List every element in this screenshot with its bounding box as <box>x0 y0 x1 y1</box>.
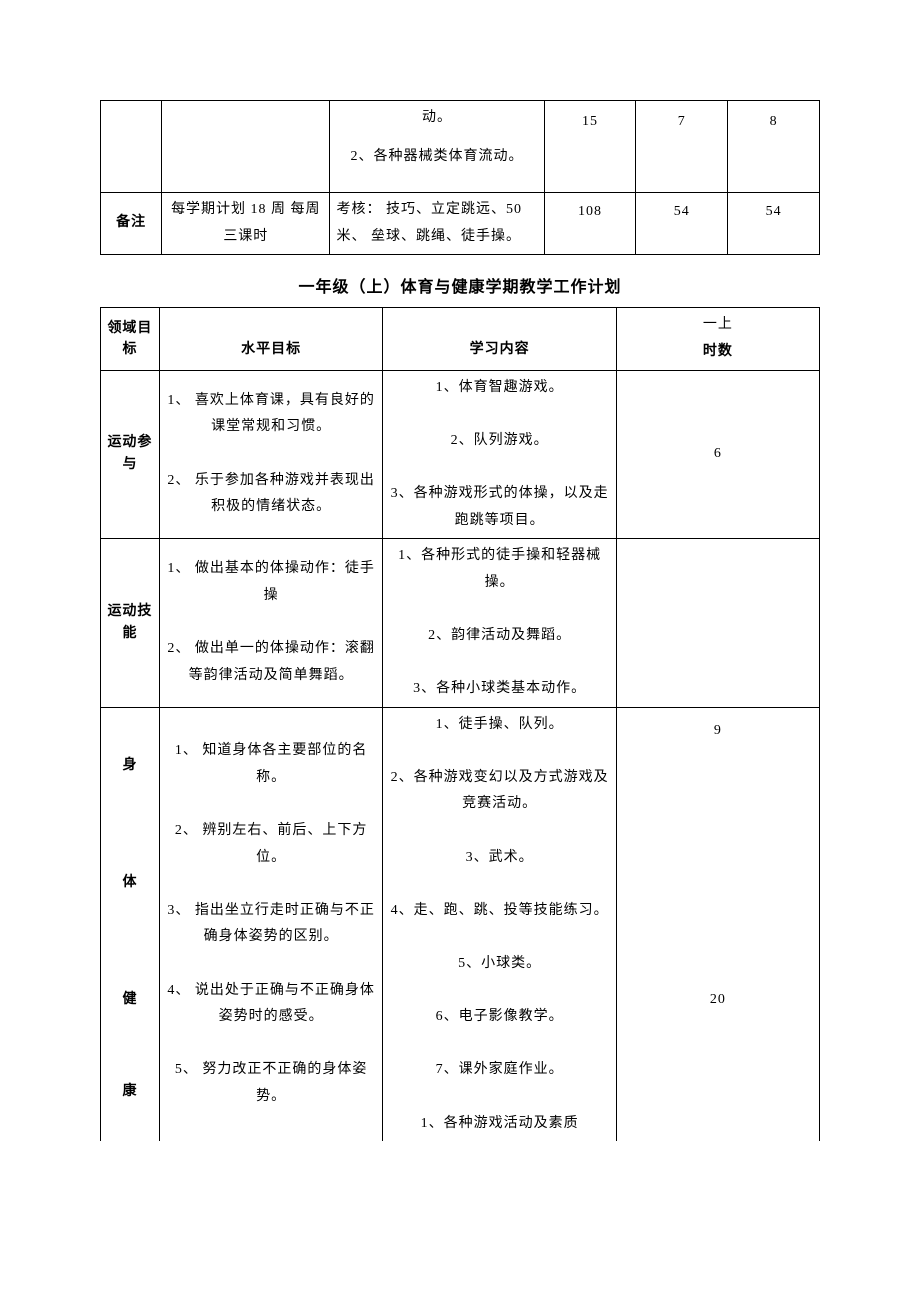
row-label-part: 康 <box>101 1059 160 1141</box>
cell-content: 1、徒手操、队列。 2、各种游戏变幻以及方式游戏及竞赛活动。 3、武术。 4、走… <box>383 707 617 1141</box>
table-row: 备注 每学期计划 18 周 每周三课时 考核： 技巧、立定跳远、50 米、 垒球… <box>101 193 820 255</box>
plan-table: 领域目标 水平目标 学习内容 一上 时数 运动参与 1、 喜欢上体育课，具有良好… <box>100 307 820 1141</box>
cell-content: 每学期计划 18 周 每周三课时 <box>162 193 330 255</box>
row-label-part: 健 <box>101 942 160 1059</box>
cell-empty <box>162 101 330 193</box>
spacer <box>336 132 537 144</box>
label-text: 运动技能 <box>107 604 152 641</box>
header-cell: 学习内容 <box>383 308 617 370</box>
cell-value: 54 <box>728 193 820 255</box>
spacer <box>336 170 537 188</box>
cell-objectives: 1、 喜欢上体育课，具有良好的课堂常规和习惯。 2、 乐于参加各种游戏并表现出积… <box>159 370 382 539</box>
cell-value: 108 <box>544 193 636 255</box>
table-row: 运动技能 1、 做出基本的体操动作：徒手操 2、 做出单一的体操动作：滚翻等韵律… <box>101 539 820 708</box>
header-cell: 一上 <box>616 308 819 339</box>
cell-value: 8 <box>728 101 820 193</box>
table-header-row: 领域目标 水平目标 学习内容 一上 <box>101 308 820 339</box>
header-cell: 领域目标 <box>101 308 160 370</box>
cell-content: 1、体育智趣游戏。 2、队列游戏。 3、各种游戏形式的体操，以及走跑跳等项目。 <box>383 370 617 539</box>
table-row: 动。 2、各种器械类体育流动。 15 7 8 <box>101 101 820 193</box>
cell-content: 动。 2、各种器械类体育流动。 <box>330 101 544 193</box>
text-line: 动。 <box>336 105 537 132</box>
row-label-part: 体 <box>101 824 160 941</box>
row-label: 运动技能 <box>101 539 160 708</box>
table-row: 运动参与 1、 喜欢上体育课，具有良好的课堂常规和习惯。 2、 乐于参加各种游戏… <box>101 370 820 539</box>
page-title: 一年级（上）体育与健康学期教学工作计划 <box>100 273 820 297</box>
cell-value: 7 <box>636 101 728 193</box>
table-row: 身 1、 知道身体各主要部位的名称。 2、 辨别左右、前后、上下方位。 3、 指… <box>101 707 820 824</box>
cell-label: 备注 <box>101 193 162 255</box>
cell-hours <box>616 539 819 708</box>
row-label-part: 身 <box>101 707 160 824</box>
header-cell: 水平目标 <box>159 308 382 370</box>
cell-value: 54 <box>636 193 728 255</box>
cell-hours: 6 <box>616 370 819 539</box>
label-text: 运动参与 <box>107 435 152 472</box>
cell-content: 1、各种形式的徒手操和轻器械操。 2、韵律活动及舞蹈。 3、各种小球类基本动作。 <box>383 539 617 708</box>
cell-hours <box>616 824 819 941</box>
cell-objectives: 1、 做出基本的体操动作：徒手操 2、 做出单一的体操动作：滚翻等韵律活动及简单… <box>159 539 382 708</box>
cell-value: 15 <box>544 101 636 193</box>
cell-objectives: 1、 知道身体各主要部位的名称。 2、 辨别左右、前后、上下方位。 3、 指出坐… <box>159 707 382 1141</box>
cell-hours: 20 <box>616 942 819 1059</box>
cell-hours <box>616 1059 819 1141</box>
summary-table: 动。 2、各种器械类体育流动。 15 7 8 备注 每学期计划 18 周 每周三… <box>100 100 820 255</box>
cell-content: 考核： 技巧、立定跳远、50 米、 垒球、跳绳、徒手操。 <box>330 193 544 255</box>
cell-hours: 9 <box>616 707 819 824</box>
page-content: 动。 2、各种器械类体育流动。 15 7 8 备注 每学期计划 18 周 每周三… <box>100 100 820 1141</box>
header-cell: 时数 <box>616 339 819 370</box>
cell-empty <box>101 101 162 193</box>
text-line: 2、各种器械类体育流动。 <box>336 144 537 171</box>
row-label: 运动参与 <box>101 370 160 539</box>
